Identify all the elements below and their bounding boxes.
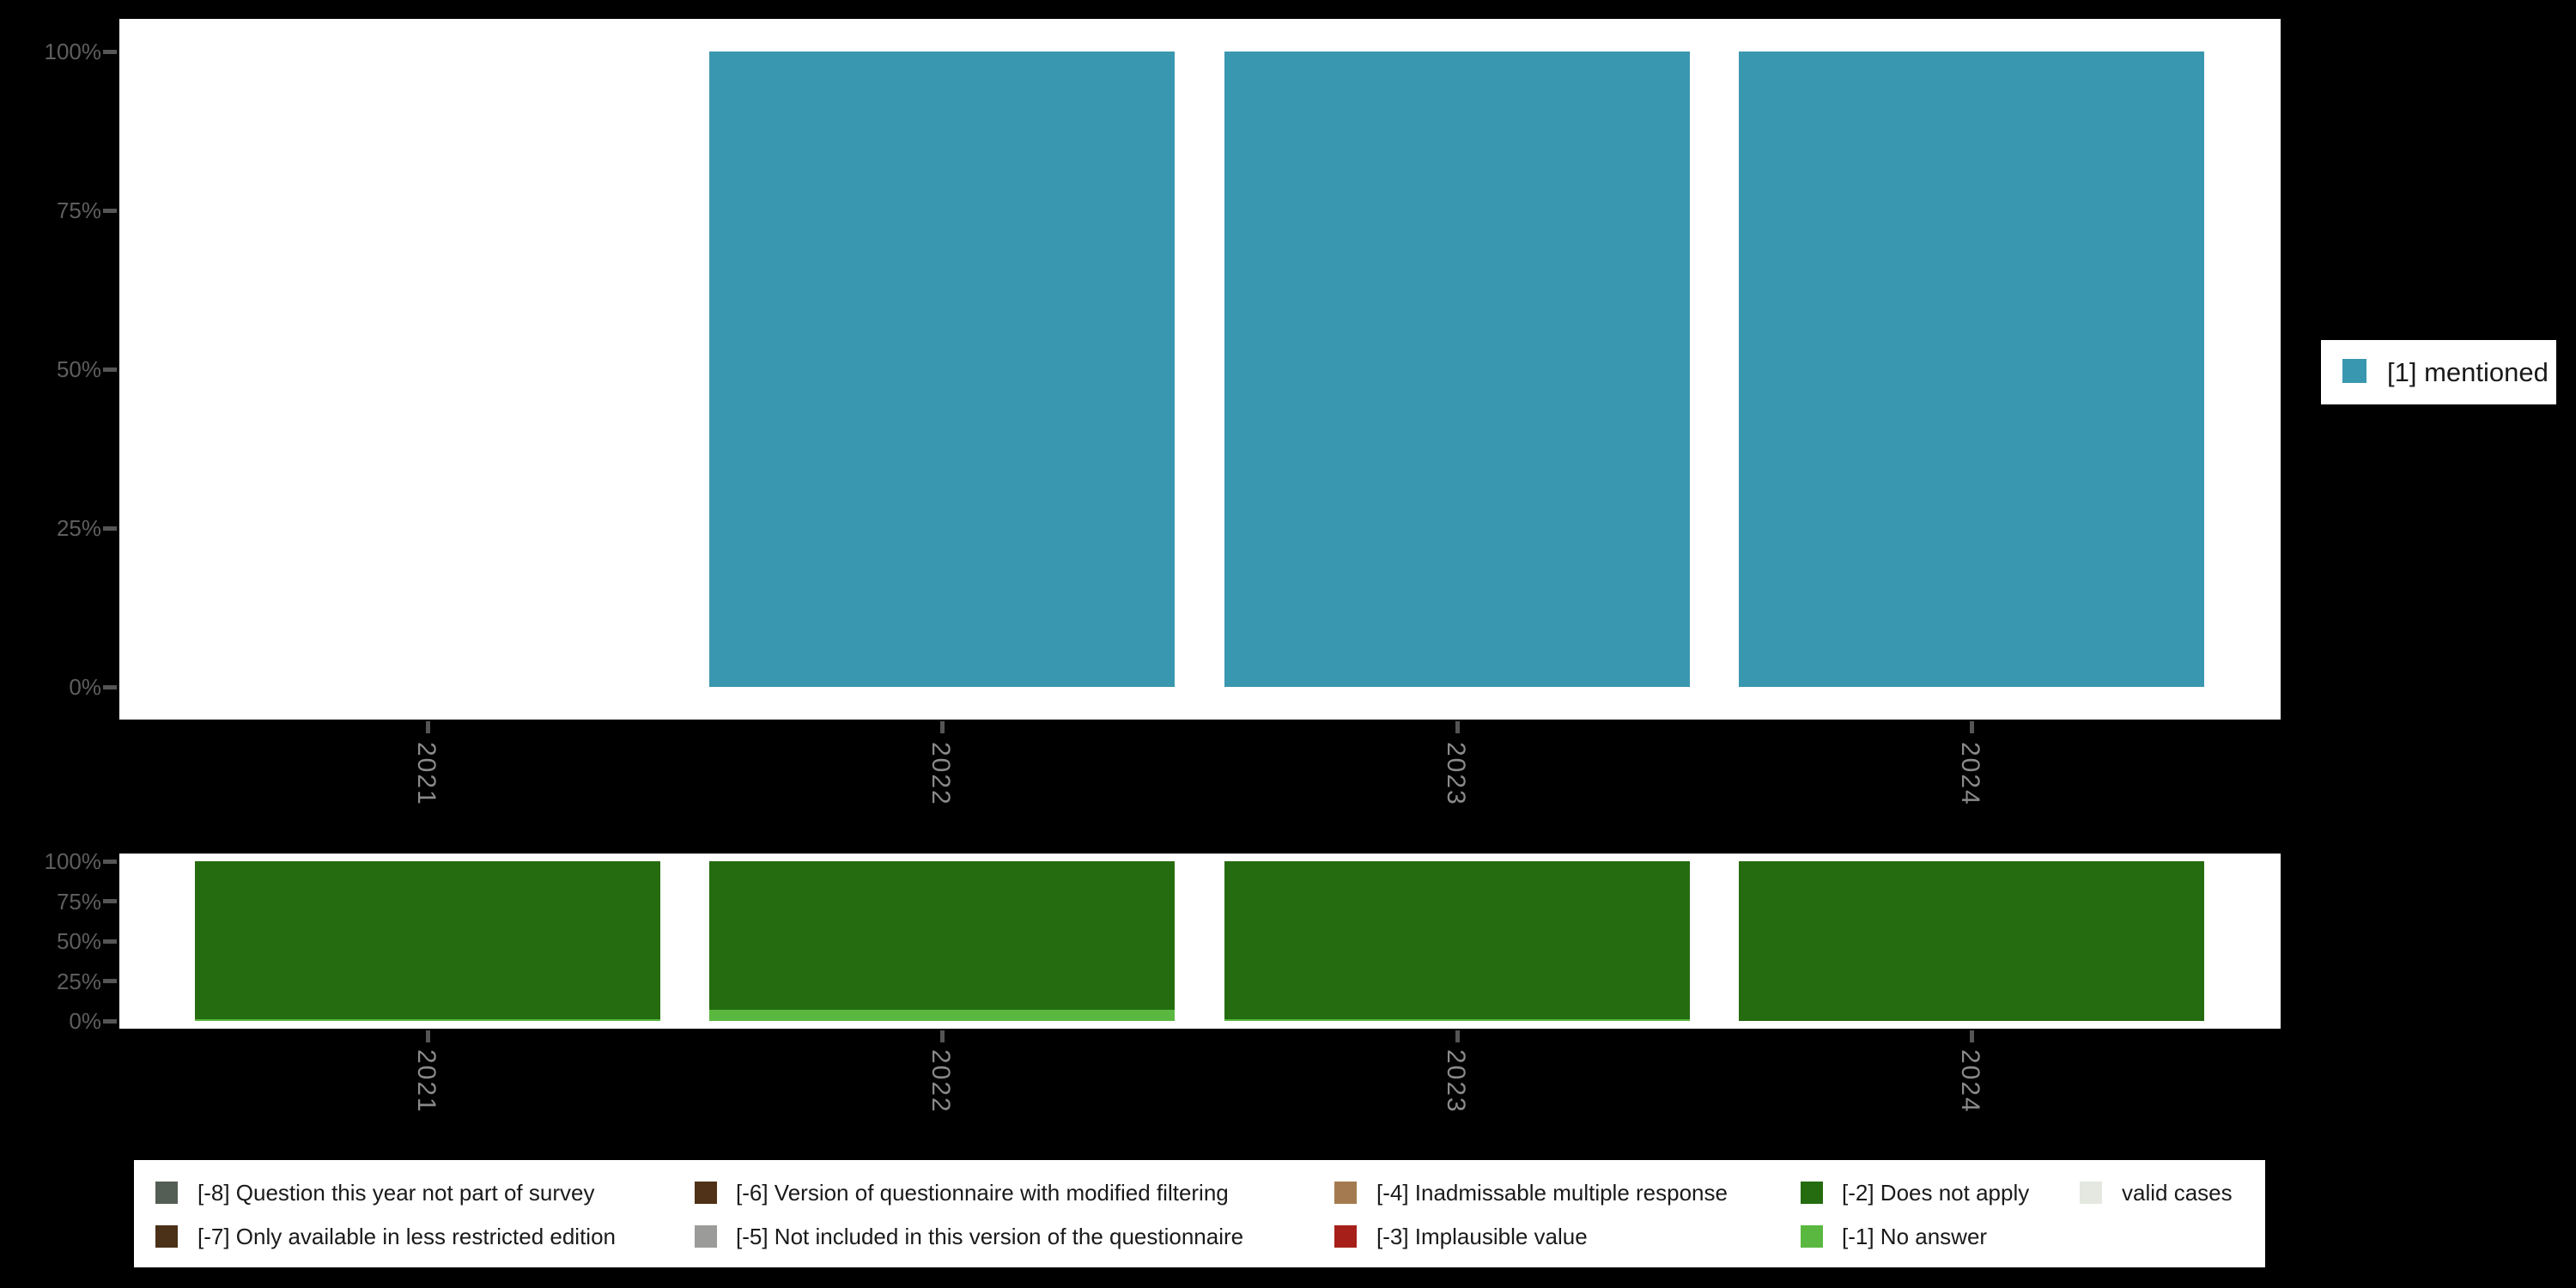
bar-2023--1noanswer <box>1224 1019 1690 1021</box>
bar-2021--1noanswer <box>195 1019 660 1021</box>
y-axis-tick <box>103 684 117 690</box>
legend-swatch--3implausiblevalue <box>1334 1224 1357 1248</box>
bar-2021--2doesnotapply <box>195 861 660 1020</box>
legend-swatch--6versionofquestionnaire <box>695 1181 717 1204</box>
legend-swatch--5notincludedinthisversi <box>695 1224 717 1248</box>
x-axis-tick <box>425 1030 430 1042</box>
y-axis-label-25pct: 25% <box>56 968 101 994</box>
x-axis-label-2021: 2021 <box>412 1049 440 1114</box>
mentioned-legend: [1] mentioned <box>2321 340 2556 404</box>
legend-label--2doesnotapply: [-2] Does not apply <box>1842 1179 2030 1206</box>
missing-values-legend: [-8] Question this year not part of surv… <box>134 1160 2265 1267</box>
legend-label--5notincludedinthisversi: [-5] Not included in this version of the… <box>736 1223 1244 1249</box>
y-axis-label-75pct: 75% <box>56 197 101 223</box>
y-axis-label-0pct: 0% <box>69 674 101 700</box>
bar-2024-1mentioned <box>1739 52 2204 687</box>
legend-label--7onlyavailableinlessres: [-7] Only available in less restricted e… <box>197 1223 617 1249</box>
legend-swatch-validcases <box>2080 1181 2102 1204</box>
y-axis-label-0pct: 0% <box>69 1008 101 1034</box>
x-axis-label-2022: 2022 <box>927 1049 955 1114</box>
x-axis-label-2022: 2022 <box>927 742 955 806</box>
y-axis-label-100pct: 100% <box>44 39 102 64</box>
legend-label--1noanswer: [-1] No answer <box>1842 1223 1988 1249</box>
x-axis-label-2021: 2021 <box>412 742 440 806</box>
x-axis-tick <box>1455 721 1460 733</box>
bar-2024--2doesnotapply <box>1739 861 2204 1021</box>
x-axis-label-2024: 2024 <box>1956 742 1984 806</box>
y-axis-tick <box>103 49 117 54</box>
y-axis-label-100pct: 100% <box>44 848 102 874</box>
x-axis-label-2023: 2023 <box>1442 1049 1470 1114</box>
y-axis-tick <box>103 208 117 213</box>
legend-label--6versionofquestionnaire: [-6] Version of questionnaire with modif… <box>736 1179 1229 1206</box>
missing-values-chart-panel <box>119 854 2281 1029</box>
y-axis-tick <box>103 899 117 903</box>
mentioned-legend-swatch <box>2342 359 2366 383</box>
y-axis-tick <box>103 526 117 531</box>
bar-2022--1noanswer <box>709 1009 1175 1021</box>
legend-swatch--1noanswer <box>1801 1224 1823 1248</box>
y-axis-tick <box>103 367 117 372</box>
y-axis-tick <box>103 939 117 944</box>
bar-2023--2doesnotapply <box>1224 861 1690 1020</box>
x-axis-tick <box>1969 1030 1974 1042</box>
legend-swatch--7onlyavailableinlessres <box>155 1224 178 1248</box>
legend-label--4inadmissablemultiplere: [-4] Inadmissable multiple response <box>1376 1179 1728 1206</box>
legend-label-validcases: valid cases <box>2122 1179 2233 1206</box>
x-axis-tick <box>425 721 430 733</box>
x-axis-label-2024: 2024 <box>1956 1049 1984 1114</box>
x-axis-tick <box>1969 721 1974 733</box>
y-axis-label-25pct: 25% <box>56 515 101 541</box>
legend-label--8questionthisyearnotpar: [-8] Question this year not part of surv… <box>197 1179 595 1206</box>
y-axis-label-50pct: 50% <box>56 928 101 954</box>
x-axis-tick <box>939 721 945 733</box>
y-axis-tick <box>103 979 117 983</box>
y-axis-label-75pct: 75% <box>56 888 101 914</box>
top-chart-panel <box>119 19 2281 720</box>
x-axis-tick <box>939 1030 945 1042</box>
y-axis-tick <box>103 859 117 864</box>
bar-2022-1mentioned <box>709 52 1175 687</box>
y-axis-tick <box>103 1018 117 1024</box>
legend-swatch--2doesnotapply <box>1801 1181 1823 1204</box>
bar-2023-1mentioned <box>1224 52 1690 687</box>
x-axis-label-2023: 2023 <box>1442 742 1470 806</box>
legend-swatch--4inadmissablemultiplere <box>1334 1181 1357 1204</box>
y-axis-label-50pct: 50% <box>56 356 101 382</box>
x-axis-tick <box>1455 1030 1460 1042</box>
legend-swatch--8questionthisyearnotpar <box>155 1181 178 1204</box>
mentioned-legend-label: [1] mentioned <box>2387 356 2549 387</box>
bar-2022--2doesnotapply <box>709 861 1175 1010</box>
legend-label--3implausiblevalue: [-3] Implausible value <box>1376 1223 1588 1249</box>
